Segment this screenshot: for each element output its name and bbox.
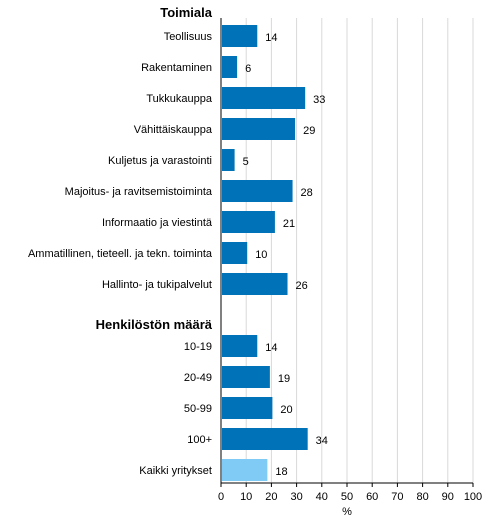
x-axis: 0 10 20 30 40 50 60 70 80 90 100%: [218, 18, 482, 518]
x-tick-label: 10: [240, 491, 252, 503]
group-labels: Toimiala Henkilöstön määrä: [96, 5, 213, 332]
data-label: 34: [316, 435, 328, 447]
x-tick-label: 80: [416, 491, 428, 503]
bar: [222, 428, 308, 450]
x-tick-label: 100: [464, 491, 482, 503]
bar: [222, 118, 296, 140]
bar: [222, 242, 248, 264]
category-label: Tukkukauppa: [146, 93, 213, 105]
data-label: 21: [283, 218, 295, 230]
data-label: 33: [313, 94, 325, 106]
bar: [222, 273, 288, 295]
bar: [222, 87, 306, 109]
data-label: 28: [301, 187, 313, 199]
data-label: 29: [303, 125, 315, 137]
x-tick-label: 70: [391, 491, 403, 503]
category-label: Rakentaminen: [141, 62, 212, 74]
x-tick-label: 50: [341, 491, 353, 503]
category-label: 100+: [187, 434, 212, 446]
data-label: 10: [255, 249, 267, 261]
data-label: 20: [280, 404, 292, 416]
group-label: Henkilöstön määrä: [96, 317, 213, 332]
bar: [222, 397, 273, 419]
category-label: Vähittäiskauppa: [134, 124, 213, 136]
data-label: 19: [278, 373, 290, 385]
data-label: 26: [296, 280, 308, 292]
x-axis-label: %: [342, 506, 352, 518]
category-label: 20-49: [184, 372, 212, 384]
category-label: Kuljetus ja varastointi: [108, 155, 212, 167]
data-label: 14: [265, 342, 277, 354]
category-label: Informaatio ja viestintä: [102, 217, 213, 229]
category-label: 10-19: [184, 341, 212, 353]
category-label: Teollisuus: [164, 31, 213, 43]
bar: [222, 149, 235, 171]
x-tick-label: 60: [366, 491, 378, 503]
bars: Teollisuus 14 Rakentaminen 6 Tukkukauppa 33 Vä…: [28, 25, 328, 481]
x-tick-label: 20: [265, 491, 277, 503]
data-label: 14: [265, 32, 277, 44]
bar: [222, 25, 258, 47]
category-label: Kaikki yritykset: [139, 465, 212, 477]
data-label: 5: [243, 156, 249, 168]
bar: [222, 459, 268, 481]
x-tick-label: 40: [316, 491, 328, 503]
bar: [222, 335, 258, 357]
x-tick-label: 30: [290, 491, 302, 503]
x-tick-label: 90: [442, 491, 454, 503]
category-label: Hallinto- ja tukipalvelut: [102, 279, 212, 291]
category-label: Ammatillinen, tieteell. ja tekn. toimint…: [28, 248, 213, 260]
data-label: 18: [275, 466, 287, 478]
bar: [222, 211, 275, 233]
x-tick-label: 0: [218, 491, 224, 503]
bar: [222, 366, 270, 388]
data-label: 6: [245, 63, 251, 75]
category-label: 50-99: [184, 403, 212, 415]
group-label: Toimiala: [160, 5, 213, 20]
bar: [222, 180, 293, 202]
category-label: Majoitus- ja ravitsemistoiminta: [65, 186, 213, 198]
bar: [222, 56, 238, 78]
